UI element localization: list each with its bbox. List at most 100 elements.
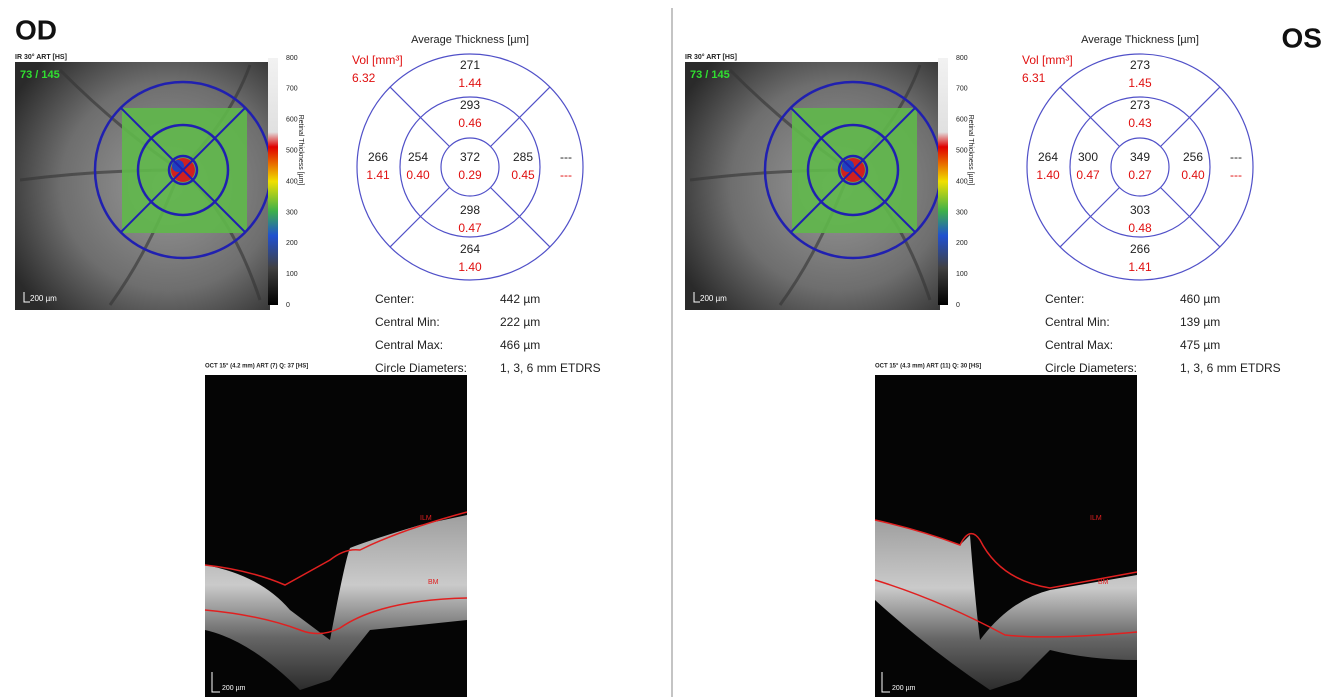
stat-label: Circle Diameters:: [1045, 361, 1137, 375]
grid-ring: [441, 138, 499, 196]
grid-spoke: [390, 188, 449, 247]
vol-label: Vol [mm³]: [1022, 53, 1073, 67]
eye-title: OS: [1282, 22, 1322, 53]
sector-thickness: 254: [408, 150, 428, 164]
stat-value: 1, 3, 6 mm ETDRS: [500, 361, 601, 375]
etdrs-title: Average Thickness [µm]: [1081, 34, 1199, 46]
vol-label: Vol [mm³]: [352, 53, 403, 67]
ilm-label: ILM: [1090, 515, 1102, 522]
sector-volume: 0.29: [458, 168, 482, 182]
sector-thickness: 300: [1078, 150, 1098, 164]
bm-label: BM: [428, 579, 439, 586]
color-bar-label: 0: [286, 302, 290, 309]
sector-thickness: 293: [460, 98, 480, 112]
grid-spoke: [1161, 188, 1220, 247]
vol-value: 6.32: [352, 71, 376, 85]
etdrs-title: Average Thickness [µm]: [411, 34, 529, 46]
stat-value: 460 µm: [1180, 292, 1220, 306]
oct-header: OCT 15° (4.3 mm) ART (11) Q: 30 [HS]: [875, 364, 981, 370]
scale-label: 200 µm: [700, 294, 727, 303]
color-bar-label: 400: [956, 178, 968, 185]
ilm-label: ILM: [420, 515, 432, 522]
sector-volume: 1.44: [458, 76, 482, 90]
stat-label: Central Max:: [375, 338, 443, 352]
image-counter: 73 / 145: [20, 69, 60, 81]
color-bar-label: 300: [956, 209, 968, 216]
sector-volume: 0.47: [1076, 168, 1100, 182]
sector-thickness: 349: [1130, 150, 1150, 164]
stat-label: Central Min:: [375, 315, 440, 329]
stat-value: 466 µm: [500, 338, 540, 352]
grid-spoke: [1060, 87, 1119, 146]
sector-thickness: 266: [368, 150, 388, 164]
sector-volume: 0.45: [511, 168, 535, 182]
sector-thickness: 266: [1130, 242, 1150, 256]
color-bar-label: 300: [286, 209, 298, 216]
sector-thickness: 273: [1130, 58, 1150, 72]
oct-header: OCT 15° (4.2 mm) ART (7) Q: 37 [HS]: [205, 364, 308, 370]
color-bar-label: 100: [286, 271, 298, 278]
color-bar: [268, 58, 278, 305]
sector-volume: 1.40: [1036, 168, 1060, 182]
sector-volume: 0.47: [458, 221, 482, 235]
report: OD IR 30° ART [HS] 73 / 145 200 µm 800 700 600…: [0, 0, 1331, 697]
color-bar-label: 200: [286, 240, 298, 247]
color-bar-label: 500: [286, 148, 298, 155]
sector-thickness: ---: [1230, 150, 1242, 164]
grid-spoke: [1060, 188, 1119, 247]
color-bar-title: Retinal Thickness [µm]: [967, 115, 974, 186]
sector-volume: 0.27: [1128, 168, 1152, 182]
fundus-header: IR 30° ART [HS]: [685, 53, 737, 61]
stat-label: Central Min:: [1045, 315, 1110, 329]
stat-label: Center:: [375, 292, 414, 306]
sector-volume: 0.43: [1128, 116, 1152, 130]
scale-label: 200 µm: [30, 294, 57, 303]
color-bar-label: 400: [286, 178, 298, 185]
sector-volume: ---: [560, 168, 572, 182]
color-bar-title: Retinal Thickness [µm]: [297, 115, 304, 186]
vol-value: 6.31: [1022, 71, 1046, 85]
color-bar: [938, 58, 948, 305]
sector-thickness: 298: [460, 203, 480, 217]
sector-thickness: 273: [1130, 98, 1150, 112]
stat-value: 442 µm: [500, 292, 540, 306]
stat-value: 139 µm: [1180, 315, 1220, 329]
stat-label: Circle Diameters:: [375, 361, 467, 375]
grid-spoke: [390, 87, 449, 146]
grid-spoke: [491, 188, 550, 247]
sector-volume: ---: [1230, 168, 1242, 182]
color-bar-label: 0: [956, 302, 960, 309]
sector-thickness: 256: [1183, 150, 1203, 164]
color-bar-label: 100: [956, 271, 968, 278]
scale-label: 200 µm: [892, 685, 916, 692]
color-bar-label: 800: [956, 55, 968, 62]
stat-label: Central Max:: [1045, 338, 1113, 352]
color-bar-label: 700: [286, 86, 298, 93]
sector-thickness: 264: [1038, 150, 1058, 164]
sector-thickness: 303: [1130, 203, 1150, 217]
stat-value: 222 µm: [500, 315, 540, 329]
stat-label: Center:: [1045, 292, 1084, 306]
sector-volume: 1.41: [1128, 260, 1152, 274]
sector-volume: 0.46: [458, 116, 482, 130]
color-bar-label: 600: [286, 117, 298, 124]
sector-thickness: 372: [460, 150, 480, 164]
grid-ring: [1111, 138, 1169, 196]
fundus-header: IR 30° ART [HS]: [15, 53, 67, 61]
bm-label: BM: [1098, 579, 1109, 586]
sector-thickness: 271: [460, 58, 480, 72]
image-counter: 73 / 145: [690, 69, 730, 81]
color-bar-label: 800: [286, 55, 298, 62]
sector-volume: 1.45: [1128, 76, 1152, 90]
stat-value: 475 µm: [1180, 338, 1220, 352]
grid-spoke: [491, 87, 550, 146]
eye-title: OD: [15, 14, 57, 45]
color-bar-label: 200: [956, 240, 968, 247]
sector-volume: 0.48: [1128, 221, 1152, 235]
stat-value: 1, 3, 6 mm ETDRS: [1180, 361, 1281, 375]
sector-volume: 1.41: [366, 168, 390, 182]
color-bar-label: 600: [956, 117, 968, 124]
scale-label: 200 µm: [222, 685, 246, 692]
sector-thickness: ---: [560, 150, 572, 164]
